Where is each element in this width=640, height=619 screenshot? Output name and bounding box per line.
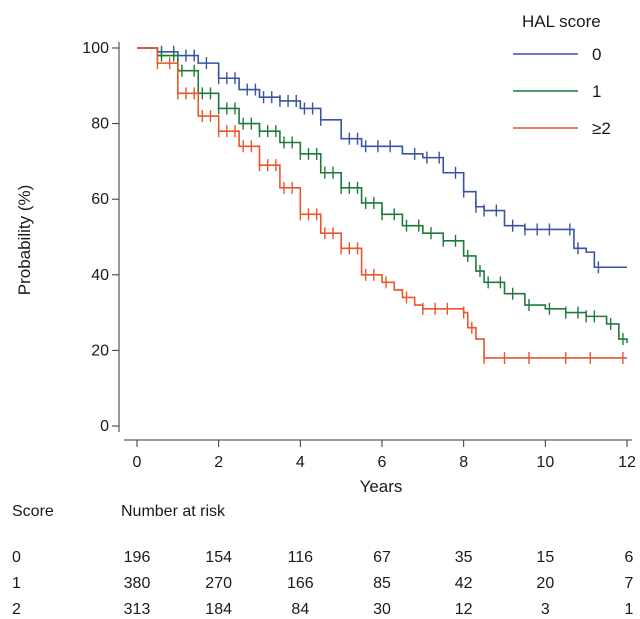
risk-value: 85 xyxy=(373,575,391,592)
x-tick-label: 12 xyxy=(618,454,636,471)
x-tick-label: 4 xyxy=(296,454,305,471)
x-tick-label: 2 xyxy=(214,454,223,471)
risk-value: 15 xyxy=(536,549,555,566)
risk-value: 20 xyxy=(536,575,555,592)
risk-row-score: 1 xyxy=(12,575,21,592)
kaplan-meier-chart: 0 20 40 60 80 100 0 2 4 6 8 10 12 HAL score 0 1 ≥2 Year… xyxy=(15,12,636,496)
risk-value: 380 xyxy=(123,575,151,592)
risk-value: 42 xyxy=(454,575,473,592)
legend-entry: 1 xyxy=(592,82,601,101)
risk-row-score: 0 xyxy=(12,549,21,566)
risk-value: 35 xyxy=(454,549,473,566)
y-tick-label: 60 xyxy=(91,191,109,208)
survival-curves xyxy=(137,45,628,364)
y-tick-label: 20 xyxy=(91,342,109,359)
y-axis-label: Probability (%) xyxy=(15,185,34,296)
y-tick-label: 0 xyxy=(100,418,109,435)
survival-curve-0 xyxy=(137,47,627,269)
risk-value: 270 xyxy=(205,575,233,592)
y-tick-label: 80 xyxy=(91,116,109,133)
x-tick-label: 10 xyxy=(536,454,554,471)
y-tick-label: 40 xyxy=(91,267,109,284)
legend-entry: 0 xyxy=(592,45,601,64)
risk-value: 7 xyxy=(624,575,634,592)
risk-table-score-header: Score xyxy=(12,503,54,520)
risk-value: 196 xyxy=(123,549,151,566)
number-at-risk-table: Score Number at risk 0 196 154 116 67 35 15 6 1 3… xyxy=(0,500,640,618)
risk-value: 67 xyxy=(373,549,391,566)
risk-value: 154 xyxy=(205,549,233,566)
risk-value: 6 xyxy=(624,549,634,566)
legend-title: HAL score xyxy=(522,12,601,31)
risk-value: 116 xyxy=(287,549,314,566)
x-tick-label: 0 xyxy=(133,454,142,471)
chart-legend: HAL score 0 1 ≥2 xyxy=(513,12,611,138)
risk-value: 166 xyxy=(286,575,314,592)
risk-table-header: Number at risk xyxy=(121,503,226,520)
x-axis-label: Years xyxy=(360,477,403,496)
x-tick-label: 6 xyxy=(378,454,387,471)
legend-entry: ≥2 xyxy=(592,119,611,138)
x-tick-label: 8 xyxy=(459,454,468,471)
y-tick-label: 100 xyxy=(82,40,109,57)
